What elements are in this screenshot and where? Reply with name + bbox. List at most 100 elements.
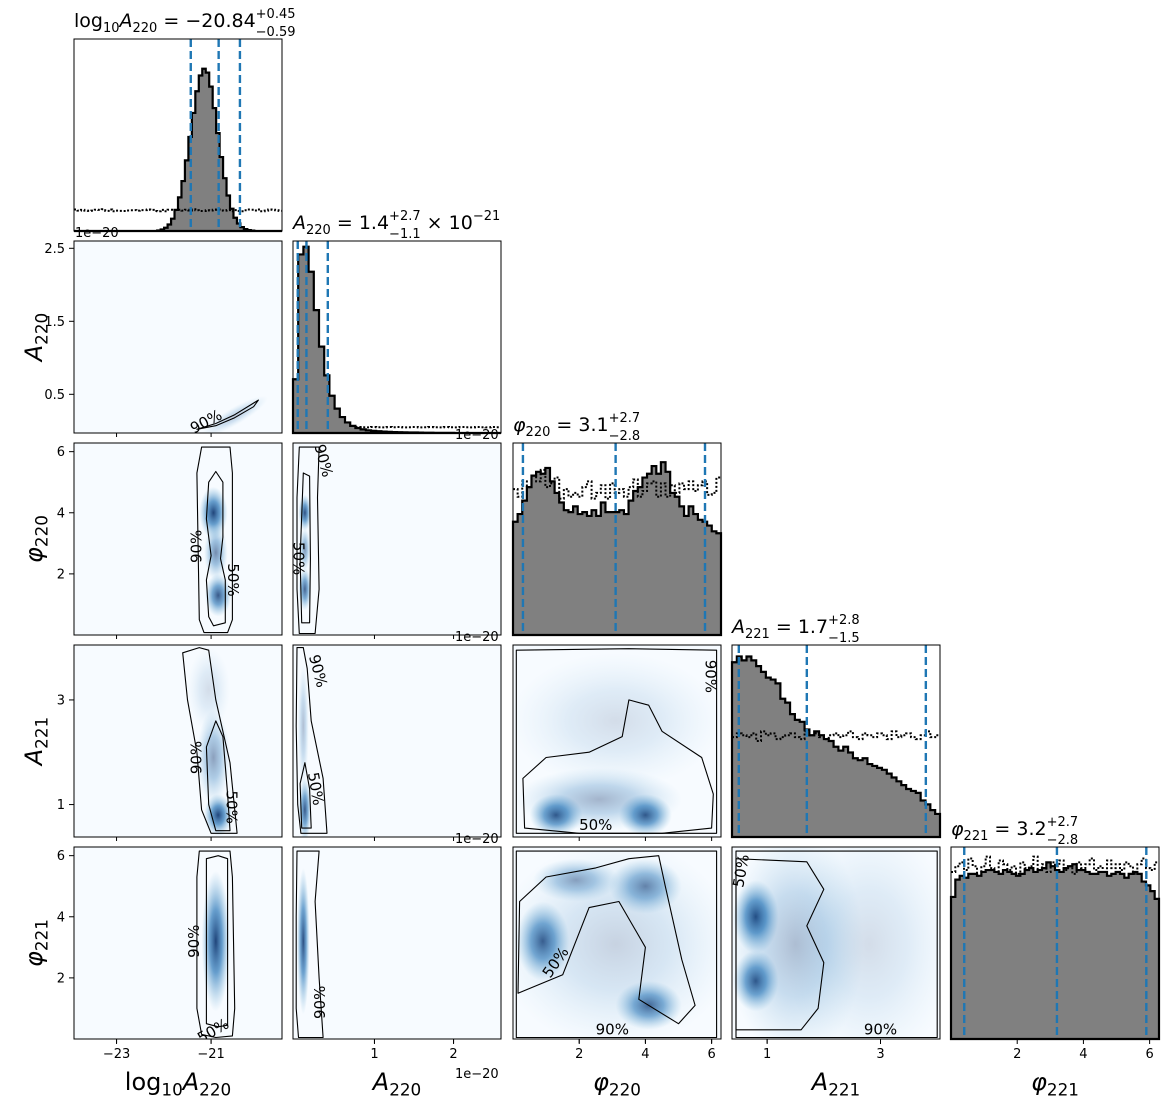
density-blob: [784, 847, 940, 1039]
panel-log10A220-vs-phi220: 90% 50%: [73, 442, 283, 636]
offset-text: 1e−20: [455, 1067, 499, 1082]
panel-phi220-vs-A221: 90% 50%: [512, 644, 722, 838]
contour-label: 50%: [729, 853, 753, 889]
svg-text:A221: A221: [810, 1068, 860, 1099]
svg-text:log10A220: log10A220: [125, 1068, 231, 1099]
contour-label: 50%: [304, 771, 328, 807]
panel-title: φ220 = 3.1+2.7: [513, 411, 640, 440]
density-blob: [298, 567, 312, 611]
y-tick-label: 2: [57, 971, 65, 986]
x-tick-label: 6: [1145, 1047, 1153, 1062]
x-tick-label: 4: [641, 1047, 649, 1062]
panel-A220-vs-A221: 90%50%: [292, 644, 502, 838]
svg-text:A220: A220: [20, 313, 51, 363]
svg-text:φ220: φ220: [20, 515, 51, 563]
panel-log10A220-vs-A220: 90%: [73, 240, 283, 434]
density-blob: [513, 847, 721, 1039]
panel-frame: [292, 846, 502, 1040]
prior-histogram: [732, 730, 940, 742]
y-axis-label-phi221: φ221: [20, 919, 51, 967]
panel-phi220-vs-phi221: 90%50%: [512, 846, 722, 1040]
contour-label: 90%: [187, 741, 205, 774]
panel-background: [293, 645, 501, 837]
y-tick-label: 2.5: [44, 242, 65, 257]
panel-title-lower: −1.1: [389, 227, 421, 242]
y-tick-label: 0.5: [44, 388, 65, 403]
panel-log10A220-vs-A221: 90% 50%: [73, 644, 283, 838]
offset-text: 1e−20: [455, 428, 499, 443]
x-axis-label-A221: A221: [810, 1068, 860, 1099]
density-blob: [199, 486, 228, 539]
prior-histogram: [513, 468, 721, 500]
histogram-phi220: [511, 442, 723, 637]
panel-frame: [73, 38, 283, 232]
panel-frame: [292, 644, 502, 838]
x-tick-label: 2: [575, 1047, 583, 1062]
panel-frame: [73, 442, 283, 636]
contour-90: [196, 850, 236, 1039]
contour-label: 50%: [222, 791, 240, 824]
y-axis-label-A221: A221: [20, 717, 51, 767]
offset-text: 1e−20: [455, 630, 499, 645]
panel-title-lower: −2.8: [609, 429, 641, 444]
panel-A221-vs-phi221: 90% 50%: [729, 846, 941, 1040]
offset-text: 1e−20: [75, 226, 119, 241]
panel-frame: [512, 846, 722, 1040]
density-blob: [299, 528, 311, 571]
contour-90: [515, 648, 718, 834]
y-tick-label: 1: [57, 798, 65, 813]
panel-A220-vs-phi221: 90%: [292, 846, 502, 1040]
panel-frame: [292, 442, 502, 636]
density-blob: [513, 652, 721, 789]
x-axis-label-phi221: φ221: [1031, 1068, 1079, 1099]
x-tick-label: 2: [449, 1047, 457, 1062]
histogram-A221: [730, 644, 942, 839]
prior-histogram: [951, 855, 1159, 877]
x-tick-label: 6: [707, 1047, 715, 1062]
contour-90: [295, 850, 324, 1039]
svg-text:φ221: φ221: [1031, 1068, 1079, 1099]
svg-text:φ221: φ221: [20, 919, 51, 967]
contour-label: 50%: [224, 563, 242, 596]
x-axis-label-A220: A220: [371, 1068, 421, 1099]
panel-frame: [950, 846, 1160, 1040]
density-blob: [201, 870, 230, 1012]
density-blob: [297, 663, 309, 789]
panel-frame: [73, 846, 283, 1040]
y-tick-label: 6: [57, 849, 65, 864]
contour-label: 50%: [289, 542, 307, 575]
contour-50: [517, 855, 696, 1025]
contour-50: [299, 762, 312, 829]
panel-frame: [73, 240, 283, 434]
x-tick-label: −21: [197, 1047, 224, 1062]
posterior-histogram: [511, 461, 723, 637]
contour-50: [522, 699, 714, 834]
x-axis-label-log10A220: log10A220: [125, 1068, 231, 1099]
panel-title-lower: −0.59: [256, 25, 296, 40]
contour-50: [205, 470, 226, 627]
panel-title: A221 = 1.7+2.8: [730, 613, 860, 642]
panel-background: [74, 847, 282, 1039]
histogram-A220: [291, 240, 502, 435]
posterior-histogram: [949, 861, 1161, 1041]
contour-90: [182, 647, 238, 834]
offset-text: 1e−20: [455, 832, 499, 847]
y-tick-label: 3: [57, 693, 65, 708]
svg-text:A221: A221: [20, 717, 51, 767]
density-blob: [204, 794, 233, 836]
panel-frame: [731, 644, 941, 838]
y-tick-label: 4: [57, 910, 65, 925]
contour-label: 90%: [596, 1020, 629, 1038]
histogram-phi221: [949, 846, 1161, 1041]
contour-50: [205, 720, 231, 832]
panel-frame: [512, 442, 722, 636]
x-tick-label: 2: [1013, 1047, 1021, 1062]
contour-50: [299, 472, 311, 624]
posterior-histogram: [74, 67, 282, 233]
contour-90: [296, 446, 320, 635]
density-blob: [296, 867, 310, 1015]
contour-90: [515, 850, 718, 1039]
panel-title-lower: −2.8: [1047, 833, 1079, 848]
contour-label: 90%: [187, 530, 205, 563]
